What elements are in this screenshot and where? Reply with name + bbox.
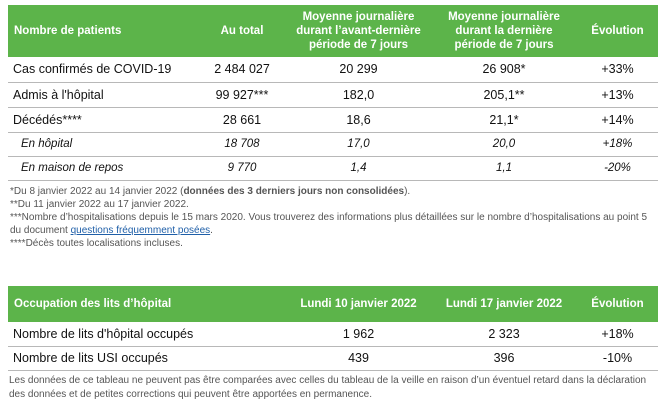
cell-total: 2 484 027	[198, 57, 286, 83]
footnote-text: ***Nombre d’hospitalisations depuis le 1…	[10, 212, 648, 236]
table-row: Nombre de lits USI occupés 439 396 -10%	[8, 346, 658, 371]
faq-link[interactable]: questions fréquemment posées	[70, 225, 211, 236]
cell-avg-last: 21,1*	[431, 107, 577, 133]
cell-total: 18 708	[198, 132, 286, 157]
cell-evolution: -20%	[577, 156, 658, 181]
cell-avg-previous: 20 299	[286, 57, 431, 83]
table-row: Cas confirmés de COVID-19 2 484 027 20 2…	[8, 57, 658, 83]
footnotes: *Du 8 janvier 2022 au 14 janvier 2022 (d…	[10, 185, 655, 250]
row-label: Nombre de lits d'hôpital occupés	[8, 322, 286, 347]
cell-avg-last: 26 908*	[431, 57, 577, 83]
footnote-3: ***Nombre d’hospitalisations depuis le 1…	[10, 211, 655, 237]
cell-date-1: 1 962	[286, 322, 431, 347]
header-date-1: Lundi 10 janvier 2022	[286, 286, 431, 322]
cell-avg-previous: 182,0	[286, 82, 431, 108]
table-row: Admis à l'hôpital 99 927*** 182,0 205,1*…	[8, 82, 658, 108]
cell-date-2: 2 323	[431, 322, 577, 347]
cell-evolution: +18%	[577, 322, 658, 347]
footnote-4: ****Décès toutes localisations incluses.	[10, 238, 183, 249]
cell-total: 28 661	[198, 107, 286, 133]
cell-evolution: +18%	[577, 132, 658, 157]
header-avg-previous-period: Moyenne journalière durant l’avant-derni…	[286, 5, 431, 57]
row-label: En hôpital	[8, 132, 198, 157]
row-label: Nombre de lits USI occupés	[8, 346, 286, 371]
footnote-2: **Du 11 janvier 2022 au 17 janvier 2022.	[10, 199, 189, 210]
header-avg-last-period: Moyenne journalière durant la dernière p…	[431, 5, 577, 57]
row-label: Cas confirmés de COVID-19	[8, 57, 198, 83]
row-label: Décédés****	[8, 107, 198, 133]
cell-total: 9 770	[198, 156, 286, 181]
patients-table: Nombre de patients Au total Moyenne jour…	[8, 5, 658, 181]
footer-note: Les données de ce tableau ne peuvent pas…	[9, 375, 647, 400]
cell-evolution: +13%	[577, 82, 658, 108]
cell-date-1: 439	[286, 346, 431, 371]
table-row: Nombre de lits d'hôpital occupés 1 962 2…	[8, 322, 658, 347]
footnote-text: .	[210, 225, 213, 236]
footnote-bold-text: données des 3 derniers jours non consoli…	[183, 186, 405, 197]
header-bed-occupancy: Occupation des lits d’hôpital	[8, 286, 286, 322]
cell-evolution: -10%	[577, 346, 658, 371]
cell-evolution: +33%	[577, 57, 658, 83]
cell-date-2: 396	[431, 346, 577, 371]
cell-avg-previous: 18,6	[286, 107, 431, 133]
beds-table: Occupation des lits d’hôpital Lundi 10 j…	[8, 286, 658, 371]
row-label: Admis à l'hôpital	[8, 82, 198, 108]
table-row: Décédés**** 28 661 18,6 21,1* +14%	[8, 107, 658, 133]
header-total: Au total	[198, 5, 286, 57]
header-date-2: Lundi 17 janvier 2022	[431, 286, 577, 322]
cell-avg-previous: 17,0	[286, 132, 431, 157]
header-patients-count: Nombre de patients	[8, 5, 198, 57]
beds-table-header: Occupation des lits d’hôpital Lundi 10 j…	[8, 286, 658, 322]
cell-avg-last: 1,1	[431, 156, 577, 181]
footnote-text: ).	[404, 186, 411, 197]
footnote-text: *Du 8 janvier 2022 au 14 janvier 2022 (	[10, 186, 184, 197]
table-subrow: En hôpital 18 708 17,0 20,0 +18%	[8, 132, 658, 157]
footnote-1: *Du 8 janvier 2022 au 14 janvier 2022 (d…	[10, 185, 655, 198]
cell-total: 99 927***	[198, 82, 286, 108]
cell-avg-last: 20,0	[431, 132, 577, 157]
cell-avg-previous: 1,4	[286, 156, 431, 181]
header-evolution: Évolution	[577, 286, 658, 322]
cell-evolution: +14%	[577, 107, 658, 133]
header-evolution: Évolution	[577, 5, 658, 57]
table-subrow: En maison de repos 9 770 1,4 1,1 -20%	[8, 156, 658, 181]
patients-table-header: Nombre de patients Au total Moyenne jour…	[8, 5, 658, 57]
row-label: En maison de repos	[8, 156, 198, 181]
cell-avg-last: 205,1**	[431, 82, 577, 108]
